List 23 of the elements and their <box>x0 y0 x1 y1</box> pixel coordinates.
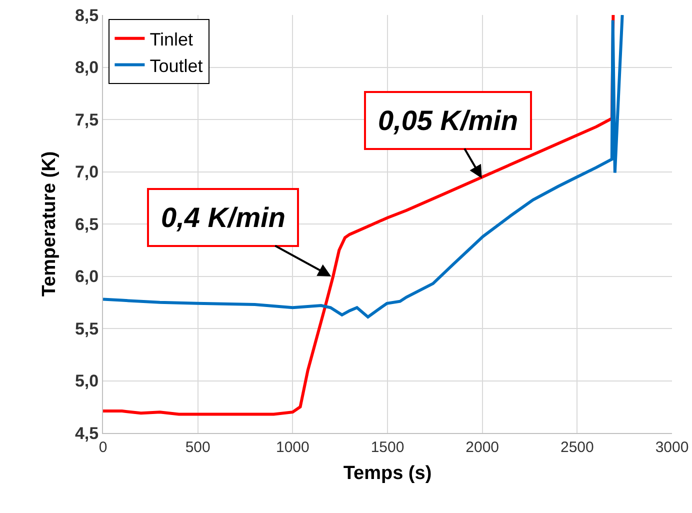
x-tick-label: 2500 <box>560 439 594 456</box>
y-tick-label: 4,5 <box>74 424 99 443</box>
x-axis-title: Temps (s) <box>343 462 432 484</box>
x-tick-label: 500 <box>185 439 210 456</box>
y-axis-title: Temperature (K) <box>38 151 60 297</box>
y-tick-label: 5,0 <box>74 372 99 391</box>
x-tick-label: 0 <box>98 439 108 456</box>
annotation: 0,4 K/min <box>161 202 286 233</box>
x-tick-label: 1000 <box>276 439 310 456</box>
annotation: 0,05 K/min <box>378 105 518 136</box>
line-series <box>103 15 624 319</box>
legend-label: Toutlet <box>150 56 203 76</box>
y-tick-label: 6,5 <box>74 214 99 234</box>
x-tick-label: 1500 <box>370 439 404 456</box>
y-tick-label: 7,0 <box>74 162 99 182</box>
x-tick-label: 2000 <box>466 439 500 456</box>
x-tick-label: 3000 <box>655 439 689 456</box>
legend-label: Tinlet <box>150 29 194 50</box>
y-tick-label: 6,0 <box>74 267 99 286</box>
y-tick-label: 8,5 <box>74 6 99 25</box>
y-tick-label: 5,5 <box>74 319 99 338</box>
y-tick-label: 7,5 <box>74 110 99 130</box>
y-tick-label: 8,0 <box>74 58 99 78</box>
